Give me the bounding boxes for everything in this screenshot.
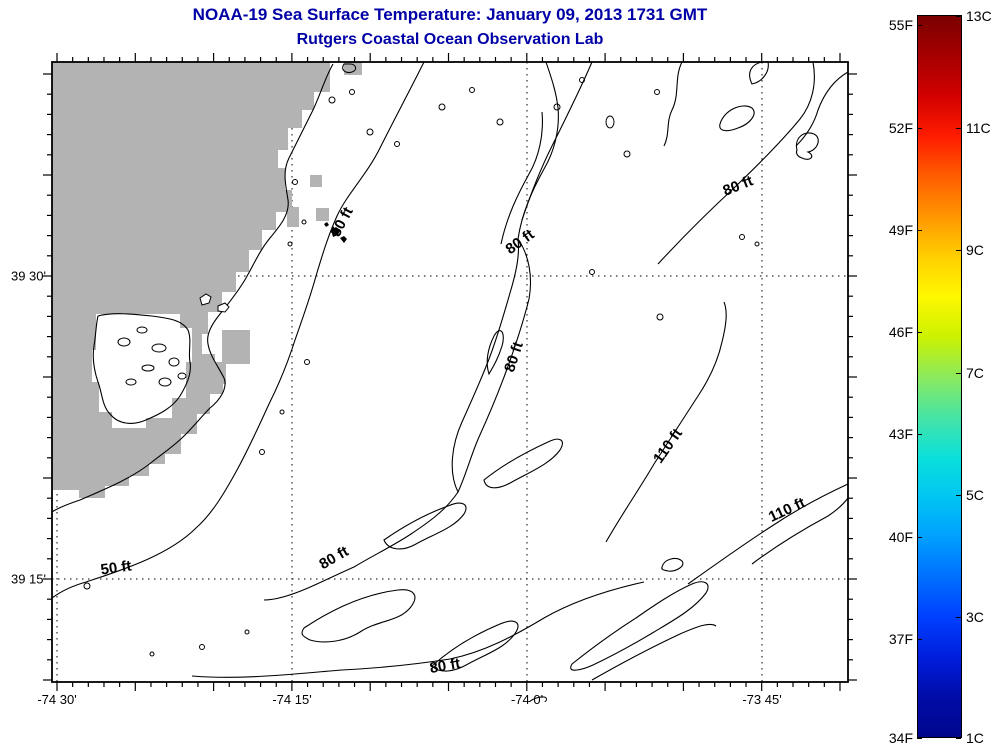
colorbar-tick xyxy=(956,128,961,129)
y-axis-tick-label: 39 30' xyxy=(10,268,46,284)
x-axis-tick-label: -74 30' xyxy=(37,692,77,707)
x-axis-tick-label: -74 15' xyxy=(272,692,312,707)
colorbar-tick xyxy=(917,128,922,129)
colorbar-fahrenheit-label: 40F xyxy=(888,529,913,545)
coast-rock-speckles xyxy=(324,222,347,243)
colorbar-fahrenheit-label: 55F xyxy=(888,17,913,33)
x-axis-tick-label: -73 45' xyxy=(742,692,782,707)
x-axis-tick-label: -74 0' xyxy=(510,692,544,707)
colorbar-tick xyxy=(956,495,961,496)
bay-islands xyxy=(117,293,230,387)
map-border xyxy=(51,61,849,683)
colorbar-fahrenheit-label: 34F xyxy=(888,730,913,746)
chart-subtitle: Rutgers Coastal Ocean Observation Lab xyxy=(296,31,604,48)
colorbar-fahrenheit-label: 52F xyxy=(888,120,913,136)
colorbar-celsius-label: 3C xyxy=(966,609,984,625)
colorbar-fahrenheit-label: 49F xyxy=(888,222,913,238)
colorbar-tick xyxy=(917,639,922,640)
colorbar-tick xyxy=(917,332,922,333)
colorbar-fahrenheit-label: 37F xyxy=(888,631,913,647)
colorbar-celsius-label: 7C xyxy=(966,365,984,381)
colorbar-tick xyxy=(917,25,922,26)
colorbar-tick xyxy=(956,373,961,374)
coastline-contour xyxy=(51,63,357,513)
map-area: 50 ft 50 ft 80 ft 80 ft 80 ft 80 ft 80 ft 110 f… xyxy=(43,53,857,702)
depth-contours xyxy=(51,61,849,681)
colorbar-tick xyxy=(956,16,961,17)
chart-title: NOAA-19 Sea Surface Temperature: January… xyxy=(192,5,708,24)
colorbar-tick xyxy=(956,617,961,618)
colorbar-celsius-label: 13C xyxy=(966,8,992,24)
colorbar-tick xyxy=(917,434,922,435)
temperature-colorbar xyxy=(917,15,962,738)
small-contour-blobs xyxy=(83,77,760,702)
colorbar-tick xyxy=(956,738,961,739)
colorbar-celsius-label: 5C xyxy=(966,487,984,503)
sst-map-plot xyxy=(43,53,857,702)
axis-ticks xyxy=(43,53,857,691)
land-mask xyxy=(52,62,362,498)
colorbar-tick xyxy=(917,537,922,538)
y-axis-tick-label: 39 15' xyxy=(10,571,46,587)
colorbar-fahrenheit-label: 43F xyxy=(888,426,913,442)
colorbar-fahrenheit-label: 46F xyxy=(888,324,913,340)
colorbar-celsius-label: 9C xyxy=(966,242,984,258)
colorbar-tick xyxy=(956,250,961,251)
colorbar-tick xyxy=(917,738,922,739)
colorbar-tick xyxy=(917,230,922,231)
colorbar-celsius-label: 11C xyxy=(966,120,991,136)
colorbar-celsius-label: 1C xyxy=(966,730,984,746)
